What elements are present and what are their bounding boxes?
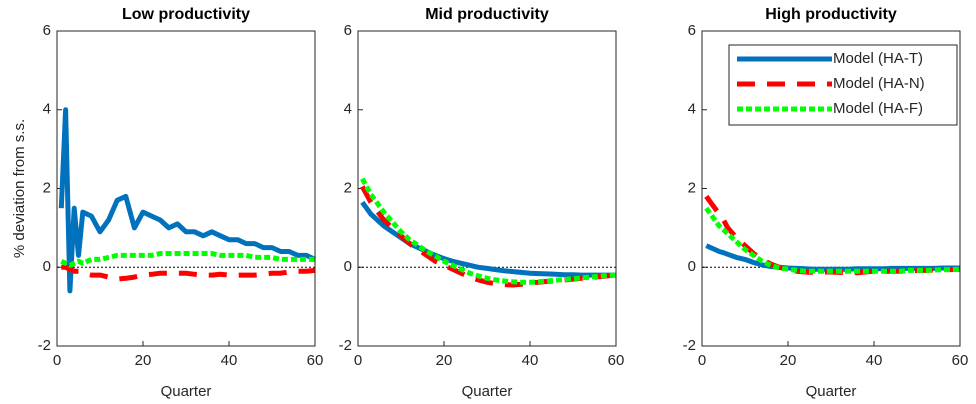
x-tick-label: 60 — [952, 352, 969, 369]
axes-box — [701, 30, 961, 347]
x-tick-label: 60 — [608, 352, 625, 369]
x-axis-label: Quarter — [462, 383, 513, 400]
panel-title: Low productivity — [122, 6, 250, 23]
y-tick-label: 0 — [688, 258, 696, 275]
panel-title: Mid productivity — [425, 6, 549, 23]
y-tick-label: 6 — [688, 22, 696, 39]
x-tick-label: 40 — [221, 352, 238, 369]
y-tick-label: 2 — [43, 179, 51, 196]
y-tick-label: 2 — [688, 179, 696, 196]
axes-box — [357, 30, 617, 347]
y-tick-label: 4 — [688, 101, 696, 118]
legend-label: Model (HA-F) — [833, 100, 923, 117]
x-tick-label: 0 — [698, 352, 706, 369]
series-line — [58, 107, 317, 294]
y-tick-label: 4 — [43, 101, 51, 118]
x-axis-label: Quarter — [806, 383, 857, 400]
series-line — [61, 264, 316, 282]
x-tick-label: 20 — [780, 352, 797, 369]
axes-box — [56, 30, 316, 347]
y-tick-label: 6 — [344, 22, 352, 39]
y-axis-label: % deviation from s.s. — [11, 119, 28, 258]
y-tick-label: 0 — [344, 258, 352, 275]
legend: Model (HA-T) Model (HA-N) Model (HA-F) — [728, 44, 958, 126]
series-line — [60, 251, 315, 268]
x-axis-label: Quarter — [161, 383, 212, 400]
x-tick-label: 40 — [522, 352, 539, 369]
x-tick-label: 20 — [135, 352, 152, 369]
x-tick-label: 60 — [307, 352, 324, 369]
legend-label: Model (HA-N) — [833, 75, 925, 92]
y-tick-label: 0 — [43, 258, 51, 275]
y-tick-label: 4 — [344, 101, 352, 118]
plot-area — [57, 31, 315, 346]
series-line — [360, 177, 617, 285]
series-line — [704, 206, 961, 274]
legend-label: Model (HA-T) — [833, 50, 923, 67]
y-tick-label: -2 — [339, 337, 352, 354]
plot-area — [358, 31, 616, 346]
x-tick-label: 40 — [866, 352, 883, 369]
panel-title: High productivity — [765, 6, 897, 23]
y-tick-label: -2 — [683, 337, 696, 354]
series-line — [360, 200, 616, 278]
x-tick-label: 20 — [436, 352, 453, 369]
y-tick-label: 6 — [43, 22, 51, 39]
x-tick-label: 0 — [53, 352, 61, 369]
x-tick-label: 0 — [354, 352, 362, 369]
y-tick-label: 2 — [344, 179, 352, 196]
y-tick-label: -2 — [38, 337, 51, 354]
series-line — [704, 194, 961, 276]
